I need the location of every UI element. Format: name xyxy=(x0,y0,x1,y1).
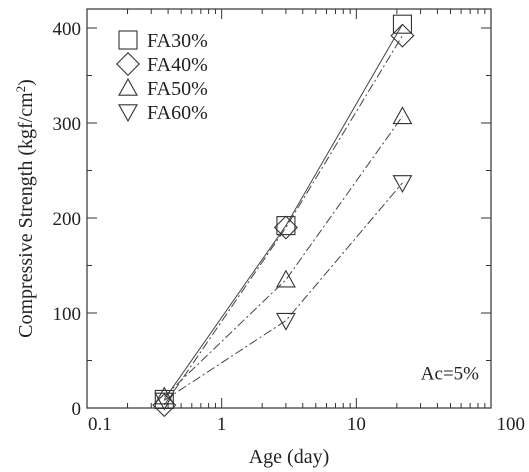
y-tick-label: 300 xyxy=(53,114,82,135)
plot-frame xyxy=(86,8,492,409)
y-tick-label: 0 xyxy=(72,399,82,420)
axis-ticks xyxy=(86,9,492,409)
legend-marker xyxy=(118,77,138,96)
data-point xyxy=(392,106,413,125)
y-axis-title-superscript: 2 xyxy=(13,86,28,93)
data-point xyxy=(273,215,298,240)
legend: FA30%FA40%FA50%FA60% xyxy=(115,30,208,124)
legend-marker xyxy=(118,104,138,123)
y-axis-title: Compressive Strength (kgf/cm2) xyxy=(13,79,38,338)
legend-marker xyxy=(115,51,141,77)
x-tick-label: 100 xyxy=(497,414,526,435)
y-tick-label: 100 xyxy=(53,304,82,325)
data-point xyxy=(275,312,296,331)
annotation-ac: Ac=5% xyxy=(421,364,479,385)
series-line xyxy=(163,116,403,397)
legend-label: FA40% xyxy=(147,54,208,76)
data-point xyxy=(392,14,412,34)
data-point xyxy=(275,269,296,288)
x-tick-label: 1 xyxy=(217,414,227,435)
y-axis-title-close: ) xyxy=(15,79,37,86)
legend-label: FA60% xyxy=(147,102,208,124)
series-line xyxy=(163,23,403,400)
plot-area xyxy=(86,8,492,409)
data-point xyxy=(390,23,415,48)
x-tick-label: 0.1 xyxy=(88,414,112,435)
axis-labels: 0.1 1 10 100 0 100 200 300 400 xyxy=(53,19,526,435)
series-line xyxy=(164,182,403,401)
data-series xyxy=(152,14,415,418)
series-fa50 xyxy=(154,106,413,405)
x-tick-label: 10 xyxy=(347,414,366,435)
data-point xyxy=(392,175,413,193)
legend-marker xyxy=(118,30,138,50)
series-fa60 xyxy=(154,175,413,411)
series-line xyxy=(163,35,403,406)
y-tick-label: 400 xyxy=(53,19,82,40)
data-point xyxy=(154,392,175,411)
y-tick-label: 200 xyxy=(53,209,82,230)
legend-label: FA50% xyxy=(147,78,208,100)
legend-label: FA30% xyxy=(147,30,208,52)
y-axis-title-main: Compressive Strength (kgf/cm xyxy=(15,92,37,338)
x-axis-title: Age (day) xyxy=(249,446,330,468)
data-point xyxy=(154,386,175,405)
